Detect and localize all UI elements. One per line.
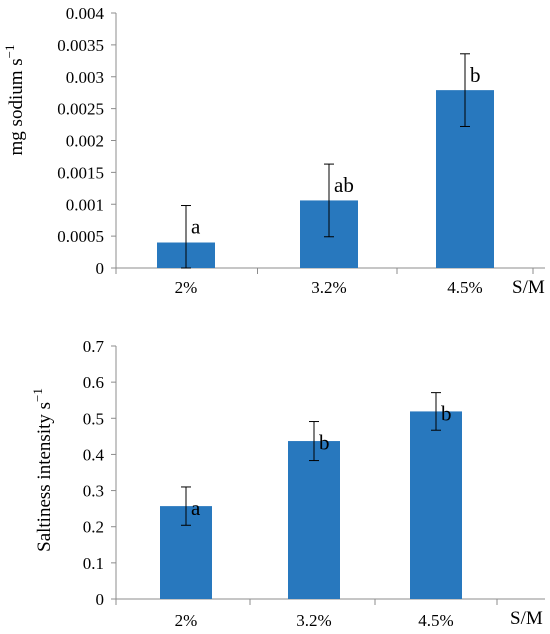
y-tick-label: 0.003: [66, 68, 104, 87]
y-tick-label: 0.1: [83, 554, 104, 573]
significance-label: b: [470, 63, 481, 87]
x-axis-title: S/M: [510, 608, 543, 629]
y-tick-label: 0.004: [66, 4, 105, 23]
y-tick-label: 0: [96, 590, 105, 609]
y-tick-label: 0.0015: [57, 163, 104, 182]
y-tick-label: 0: [96, 259, 105, 278]
y-axis-title: Saltiness intensity s−1: [30, 388, 55, 552]
y-tick-label: 0.7: [83, 337, 105, 356]
y-tick-label: 0.4: [83, 445, 105, 464]
y-tick-label: 0.0035: [57, 36, 104, 55]
significance-label: b: [441, 402, 452, 426]
x-category-label: 3.2%: [296, 611, 331, 630]
y-axis-title-superscript: −1: [2, 45, 17, 59]
y-tick-label: 0.002: [66, 132, 104, 151]
y-axis-title-text: mg sodium s: [6, 58, 27, 155]
sodium-release-chart: 0 0.0005 0.001 0.0015 0.002 0.0025 0.003 0.0035…: [2, 4, 545, 298]
bar-4.5%: [410, 411, 462, 599]
y-tick-label: 0.6: [83, 373, 104, 392]
x-axis-title: S/M: [512, 277, 545, 298]
y-axis-title-text: Saltiness intensity s: [34, 402, 55, 552]
y-tick-label: 0.3: [83, 482, 104, 501]
y-tick-label: 0.001: [66, 195, 104, 214]
significance-label: a: [191, 215, 201, 239]
y-tick-label: 0.0025: [57, 100, 104, 119]
y-tick-label: 0.5: [83, 409, 104, 428]
y-tick-label: 0.0005: [57, 227, 104, 246]
y-tick-label: 0.2: [83, 518, 104, 537]
x-category-label: 4.5%: [418, 611, 453, 630]
bar-3.2%: [288, 441, 340, 599]
y-axis-title: mg sodium s−1: [2, 45, 27, 156]
x-category-label: 3.2%: [311, 278, 346, 297]
significance-label: ab: [334, 173, 354, 197]
significance-label: a: [191, 496, 201, 520]
x-category-label: 2%: [175, 278, 198, 297]
significance-label: b: [319, 431, 330, 455]
y-axis-title-superscript: −1: [30, 388, 45, 402]
x-category-label: 2%: [175, 611, 198, 630]
saltiness-intensity-chart: 0 0.1 0.2 0.3 0.4 0.5 0.6 0.7 a 2% b 3.2% b 4.5% S/M Sa…: [30, 337, 545, 630]
x-category-label: 4.5%: [447, 278, 482, 297]
